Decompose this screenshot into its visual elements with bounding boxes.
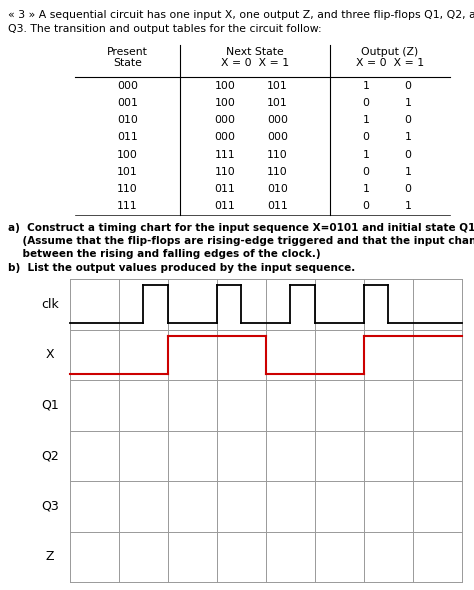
Text: 101: 101 xyxy=(267,98,288,108)
Text: 0: 0 xyxy=(404,81,411,91)
Text: 001: 001 xyxy=(117,98,138,108)
Text: 0: 0 xyxy=(363,201,370,211)
Text: 0: 0 xyxy=(363,167,370,177)
Text: Next State: Next State xyxy=(226,47,284,57)
Text: 1: 1 xyxy=(405,201,411,211)
Text: 1: 1 xyxy=(363,81,369,91)
Text: 111: 111 xyxy=(215,150,235,160)
Text: 0: 0 xyxy=(363,98,370,108)
Text: 011: 011 xyxy=(215,184,236,194)
Text: 100: 100 xyxy=(215,98,236,108)
Text: Q3. The transition and output tables for the circuit follow:: Q3. The transition and output tables for… xyxy=(8,24,322,34)
Text: 000: 000 xyxy=(215,115,236,125)
Text: 1: 1 xyxy=(405,98,411,108)
Text: 110: 110 xyxy=(267,150,288,160)
Text: 1: 1 xyxy=(405,132,411,142)
Text: 110: 110 xyxy=(117,184,138,194)
Text: 0: 0 xyxy=(404,150,411,160)
Text: a)  Construct a timing chart for the input sequence X=0101 and initial state Q1Q: a) Construct a timing chart for the inpu… xyxy=(8,223,474,233)
Text: Q1: Q1 xyxy=(41,399,59,412)
Text: 000: 000 xyxy=(267,132,288,142)
Text: 011: 011 xyxy=(267,201,288,211)
Text: 101: 101 xyxy=(267,81,288,91)
Text: between the rising and falling edges of the clock.): between the rising and falling edges of … xyxy=(8,249,320,259)
Text: 1: 1 xyxy=(363,184,369,194)
Text: Z: Z xyxy=(46,550,54,563)
Text: 100: 100 xyxy=(117,150,138,160)
Text: 100: 100 xyxy=(215,81,236,91)
Text: 000: 000 xyxy=(117,81,138,91)
Text: X: X xyxy=(46,348,55,361)
Text: 110: 110 xyxy=(267,167,288,177)
Text: 1: 1 xyxy=(363,115,369,125)
Text: 010: 010 xyxy=(117,115,138,125)
Text: 010: 010 xyxy=(267,184,288,194)
Text: 011: 011 xyxy=(117,132,138,142)
Text: 0: 0 xyxy=(363,132,370,142)
Text: Output (Z): Output (Z) xyxy=(361,47,419,57)
Text: 1: 1 xyxy=(363,150,369,160)
Text: X = 0  X = 1: X = 0 X = 1 xyxy=(221,58,289,68)
Text: « 3 » A sequential circuit has one input X, one output Z, and three flip-flops Q: « 3 » A sequential circuit has one input… xyxy=(8,10,474,20)
Text: 1: 1 xyxy=(405,167,411,177)
Text: 011: 011 xyxy=(215,201,236,211)
Text: 0: 0 xyxy=(404,184,411,194)
Text: X = 0  X = 1: X = 0 X = 1 xyxy=(356,58,424,68)
Text: State: State xyxy=(113,58,142,68)
Text: Q2: Q2 xyxy=(41,449,59,462)
Text: Q3: Q3 xyxy=(41,500,59,513)
Text: clk: clk xyxy=(41,298,59,311)
Text: 101: 101 xyxy=(117,167,138,177)
Text: 0: 0 xyxy=(404,115,411,125)
Text: 000: 000 xyxy=(215,132,236,142)
Text: b)  List the output values produced by the input sequence.: b) List the output values produced by th… xyxy=(8,263,355,273)
Text: Present: Present xyxy=(107,47,148,57)
Text: 000: 000 xyxy=(267,115,288,125)
Text: (Assume that the flip-flops are rising-edge triggered and that the input changes: (Assume that the flip-flops are rising-e… xyxy=(8,236,474,246)
Text: 111: 111 xyxy=(117,201,138,211)
Text: 110: 110 xyxy=(215,167,236,177)
